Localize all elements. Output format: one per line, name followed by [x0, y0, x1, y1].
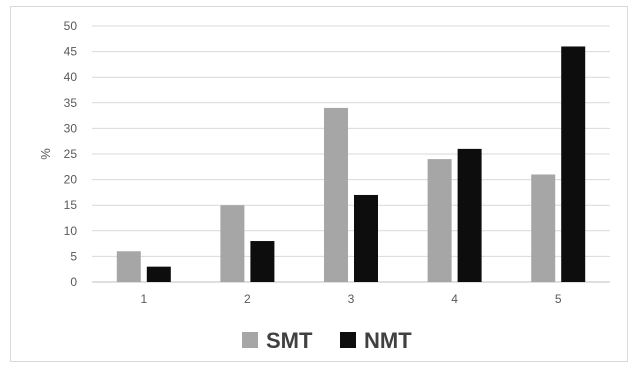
x-tick-label: 3	[348, 292, 355, 306]
legend-label-nmt: NMT	[364, 328, 412, 353]
y-tick-label: 20	[64, 173, 78, 187]
y-tick-label: 45	[64, 45, 78, 59]
legend-swatch-nmt	[340, 332, 356, 348]
y-tick-label: 15	[64, 198, 78, 212]
legend-swatch-smt	[242, 332, 258, 348]
bar-nmt-1	[146, 266, 171, 282]
chart-frame	[10, 6, 628, 362]
bar-nmt-2	[250, 241, 275, 282]
y-tick-label: 40	[64, 70, 78, 84]
x-tick-label: 5	[555, 292, 562, 306]
y-tick-label: 50	[64, 19, 78, 33]
bar-smt-4	[427, 159, 452, 282]
x-tick-label: 4	[451, 292, 458, 306]
y-tick-label: 0	[70, 275, 77, 289]
x-tick-label: 1	[140, 292, 147, 306]
y-tick-labels: 0 5 10 15 20 25 30 35 40 45 50	[64, 19, 78, 289]
y-tick-label: 5	[70, 249, 77, 263]
bar-smt-5	[531, 174, 556, 282]
legend: SMT NMT	[242, 328, 412, 353]
x-tick-label: 2	[244, 292, 251, 306]
bar-nmt-4	[457, 148, 482, 282]
legend-label-smt: SMT	[266, 328, 313, 353]
bar-nmt-5	[561, 46, 586, 283]
bars	[116, 46, 586, 283]
y-tick-label: 35	[64, 96, 78, 110]
bar-smt-3	[324, 107, 348, 282]
y-tick-label: 25	[64, 147, 78, 161]
y-axis-label: %	[38, 148, 53, 160]
bar-smt-1	[116, 251, 141, 282]
y-tick-label: 30	[64, 121, 78, 135]
y-tick-label: 10	[64, 224, 78, 238]
gridlines	[92, 25, 610, 283]
bar-smt-2	[220, 205, 245, 282]
x-tick-labels: 1 2 3 4 5	[140, 292, 561, 306]
bar-nmt-3	[354, 194, 378, 282]
